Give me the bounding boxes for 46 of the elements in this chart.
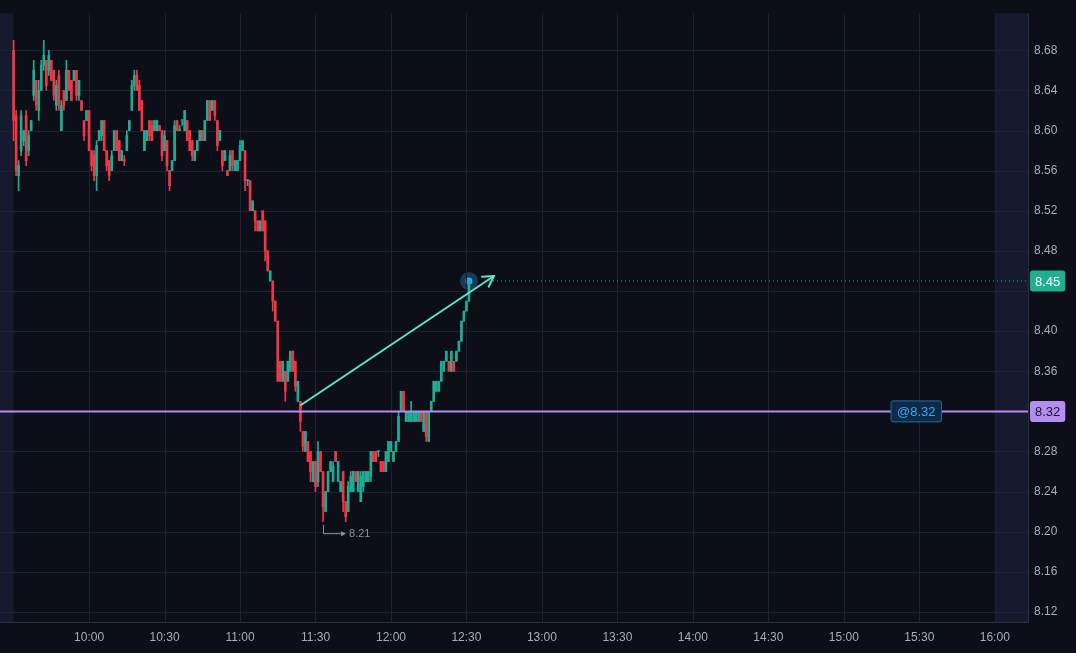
x-tick-label: 10:00 — [74, 629, 105, 644]
y-tick-label: 8.60 — [1034, 122, 1058, 137]
candlestick — [168, 170, 171, 192]
y-tick-label: 8.68 — [1034, 42, 1058, 57]
y-tick-label: 8.24 — [1034, 483, 1058, 498]
y-tick-label: 8.56 — [1034, 162, 1058, 177]
candlestick — [60, 100, 63, 131]
ref-line-label: 8.32 — [1035, 403, 1061, 419]
ref-line-label: 8.45 — [1035, 273, 1061, 289]
candlestick — [163, 130, 166, 151]
x-tick-label: 14:00 — [677, 629, 709, 644]
x-tick-label: 12:30 — [451, 629, 482, 644]
candlestick — [334, 451, 337, 462]
y-tick-label: 8.28 — [1034, 443, 1058, 458]
candlestick — [183, 110, 186, 131]
x-tick-label: 11:00 — [225, 629, 255, 644]
candlestick — [178, 125, 181, 131]
y-tick-label: 8.12 — [1034, 604, 1058, 619]
candlestick — [211, 100, 214, 111]
y-tick-label: 8.64 — [1034, 82, 1058, 97]
candlestick — [127, 120, 131, 131]
annotation: 8.21 — [349, 526, 371, 539]
y-tick-label: 8.36 — [1034, 363, 1058, 378]
candlestick — [55, 80, 58, 111]
x-tick-label: 11:30 — [300, 629, 331, 644]
x-tick-label: 16:00 — [979, 629, 1011, 644]
candlestick — [122, 155, 126, 166]
candlestick — [226, 170, 229, 177]
x-tick-label: 15:30 — [904, 629, 935, 644]
candlestick — [80, 100, 83, 111]
candlestick — [17, 160, 20, 192]
y-tick-label: 8.20 — [1034, 524, 1058, 539]
candlestick — [251, 200, 254, 212]
annotation: @8.32 — [897, 403, 936, 419]
candlestick — [85, 110, 88, 121]
y-tick-label: 8.40 — [1034, 323, 1058, 338]
x-tick-label: 14:30 — [753, 629, 784, 644]
candlestick — [465, 300, 468, 312]
y-tick-label: 8.52 — [1034, 203, 1058, 218]
x-tick-label: 15:00 — [828, 629, 860, 644]
x-tick-label: 12:00 — [375, 629, 407, 644]
x-tick-label: 10:30 — [149, 629, 180, 644]
x-tick-label: 13:30 — [602, 629, 633, 644]
y-tick-label: 8.16 — [1034, 564, 1058, 579]
y-tick-label: 8.48 — [1034, 243, 1058, 258]
x-tick-label: 13:00 — [526, 629, 558, 644]
